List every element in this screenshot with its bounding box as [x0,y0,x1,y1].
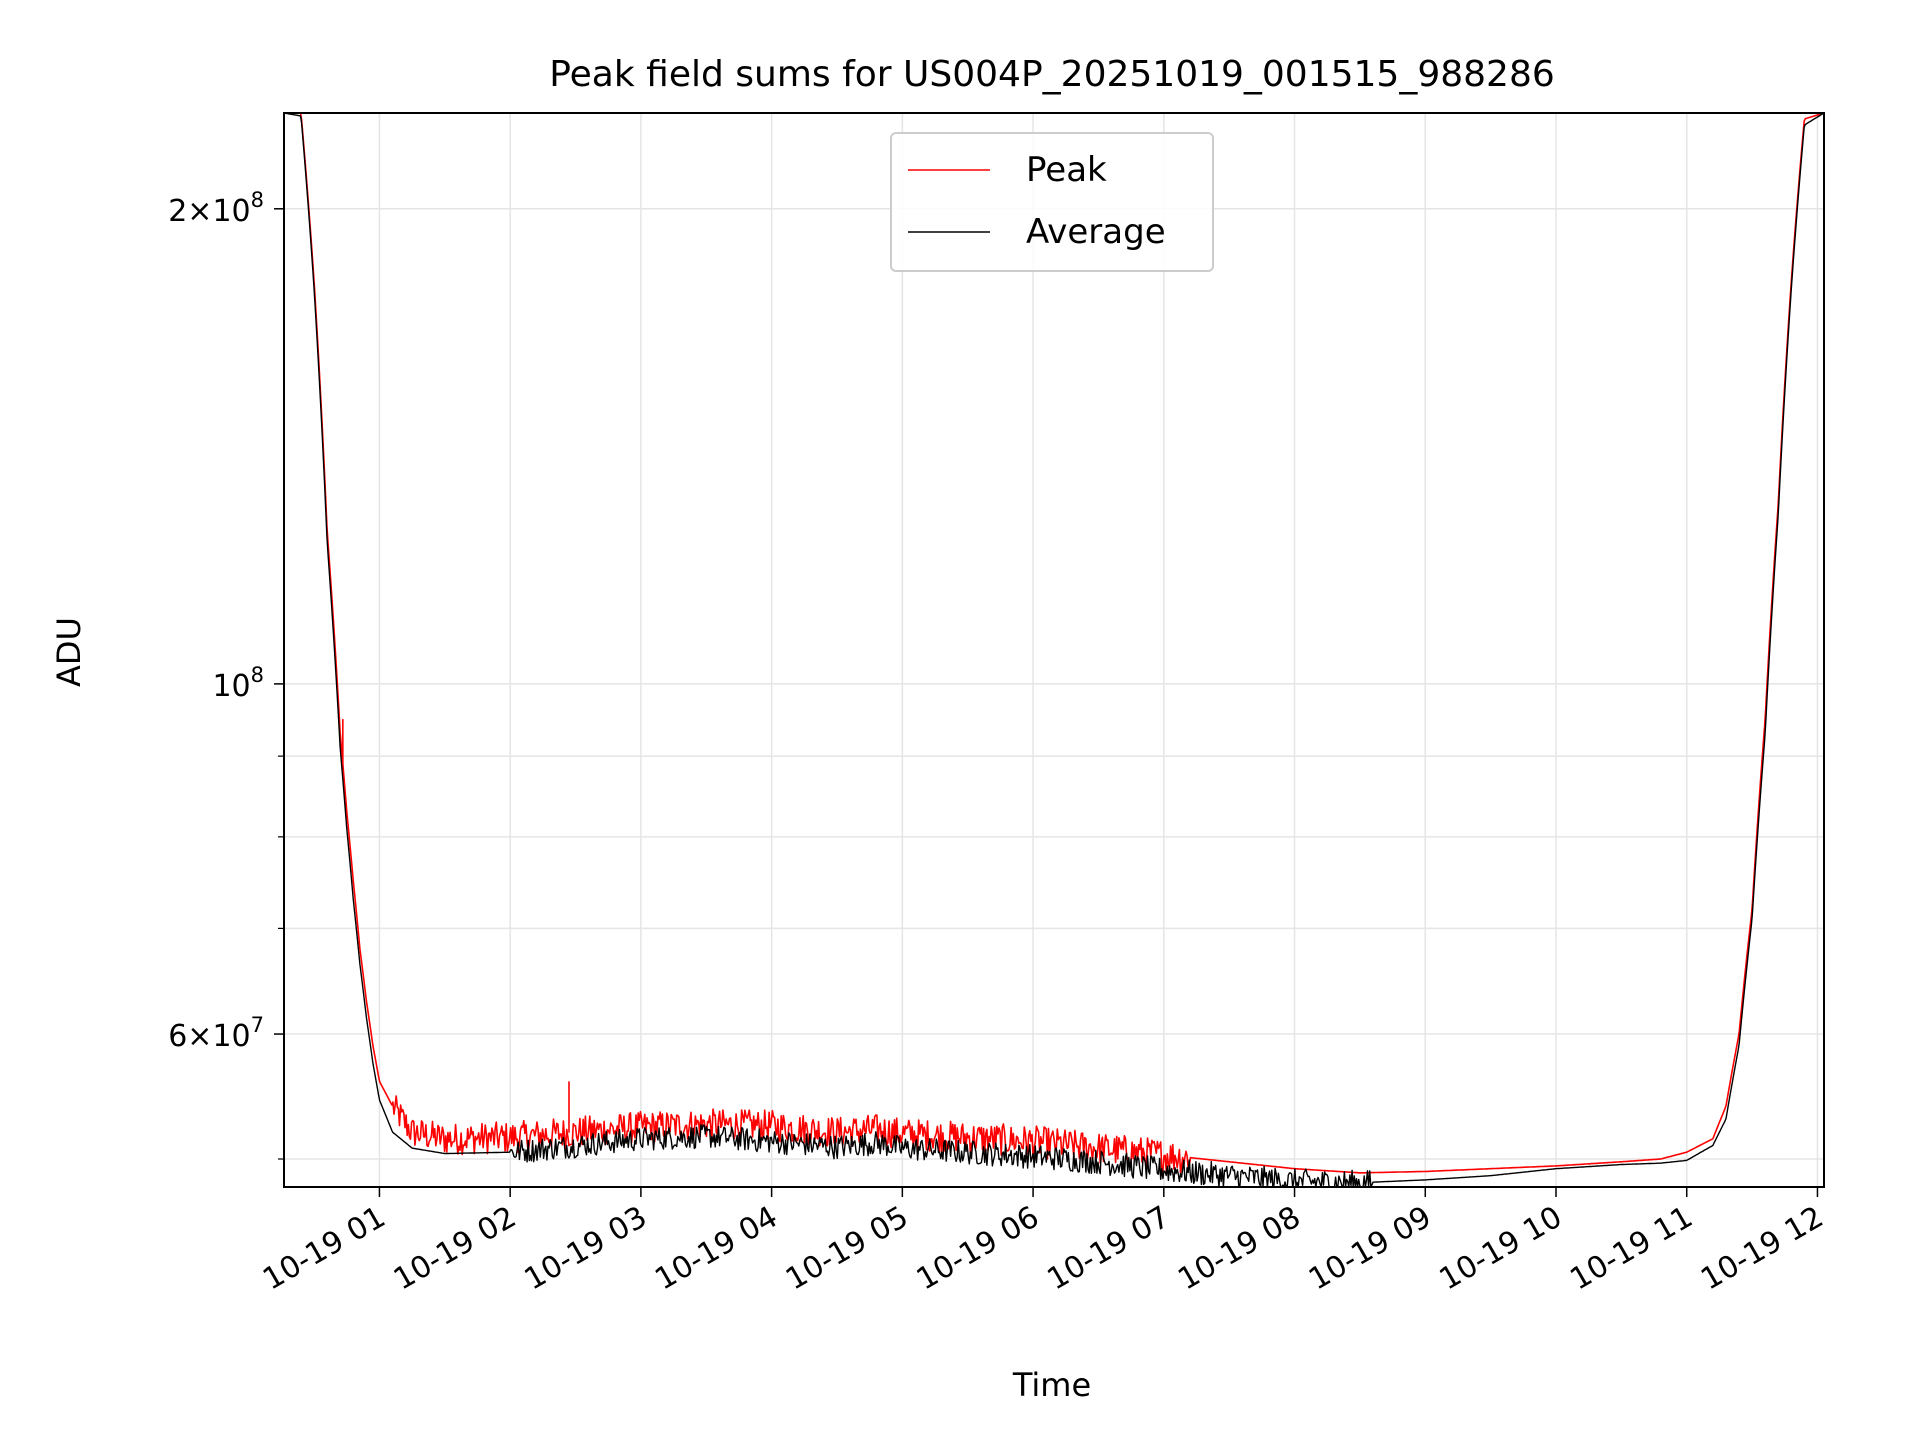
legend-label-average: Average [1026,212,1166,252]
legend-box [890,132,1214,272]
y-tick-exponent: 7 [251,1013,264,1037]
y-tick-exponent: 8 [251,188,264,212]
x-axis-label: Time [1012,1366,1091,1404]
grid [284,113,1824,1187]
y-tick-exponent: 8 [251,663,264,687]
y-tick-base: 2×10 [168,194,250,229]
y-tick-label: 2×108 [168,188,264,229]
y-tick-label: 108 [212,663,264,704]
legend: Peak Average [890,132,1214,272]
chart-title: Peak field sums for US004P_20251019_0015… [549,54,1555,95]
series-line-peak [284,112,1825,1174]
series-lines [283,112,1825,1188]
plot-frame [283,112,1825,1188]
y-tick-label: 6×107 [168,1013,264,1054]
y-axis-label: ADU [50,617,88,687]
y-tick-base: 10 [212,669,250,704]
legend-label-peak: Peak [1026,150,1107,190]
series-line-average [283,112,1825,1188]
y-tick-base: 6×10 [168,1019,250,1054]
